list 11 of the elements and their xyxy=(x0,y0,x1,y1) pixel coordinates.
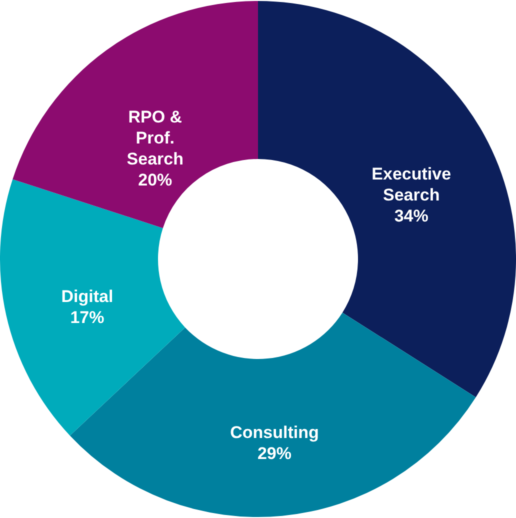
slice-label: Digital xyxy=(61,287,114,306)
slice-label: Consulting xyxy=(230,423,319,442)
slice-label: Executive Search xyxy=(372,164,452,205)
data-label: 20% xyxy=(138,170,172,190)
donut-slice xyxy=(258,1,516,398)
data-label: 34% xyxy=(394,206,428,226)
data-label: 17% xyxy=(70,308,104,328)
data-label: 29% xyxy=(257,444,292,464)
donut-slice xyxy=(12,1,258,228)
slice-label: RPO & Prof. Search xyxy=(126,107,184,168)
donut-slice xyxy=(70,312,476,517)
